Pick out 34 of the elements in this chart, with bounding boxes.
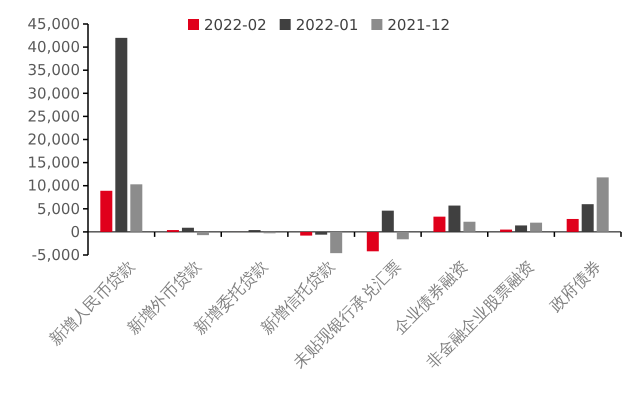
bar bbox=[330, 232, 342, 254]
y-tick-label: 5,000 bbox=[37, 200, 80, 218]
y-tick-label: 30,000 bbox=[28, 84, 80, 102]
y-tick-label: 0 bbox=[70, 222, 80, 241]
bar bbox=[315, 232, 328, 235]
y-tick-label: 45,000 bbox=[28, 15, 80, 33]
bar bbox=[366, 232, 379, 252]
bar bbox=[100, 190, 112, 232]
bar bbox=[530, 222, 542, 232]
bar bbox=[115, 38, 128, 232]
legend-label: 2022-01 bbox=[296, 16, 358, 34]
bar bbox=[130, 184, 142, 232]
bar bbox=[300, 232, 312, 236]
bar bbox=[582, 204, 594, 232]
bar bbox=[515, 225, 528, 232]
bar bbox=[396, 232, 409, 240]
bar bbox=[182, 228, 194, 232]
x-tick-label: 政府债券 bbox=[546, 256, 605, 316]
y-tick-label: -5,000 bbox=[32, 246, 80, 264]
bar bbox=[196, 232, 209, 236]
y-tick-label: 10,000 bbox=[28, 176, 80, 195]
bar bbox=[596, 177, 609, 232]
legend-label: 2022-02 bbox=[204, 16, 267, 34]
y-tick-label: 20,000 bbox=[28, 130, 80, 148]
y-tick-label: 35,000 bbox=[28, 61, 80, 80]
bar bbox=[448, 206, 460, 232]
y-tick-label: 40,000 bbox=[28, 38, 80, 56]
bar bbox=[463, 222, 476, 232]
y-tick-label: 25,000 bbox=[28, 107, 80, 126]
bar bbox=[433, 216, 446, 232]
bar bbox=[566, 218, 579, 232]
y-tick-label: 15,000 bbox=[28, 154, 80, 172]
bar bbox=[382, 210, 394, 232]
legend-label: 2021-12 bbox=[387, 16, 450, 34]
